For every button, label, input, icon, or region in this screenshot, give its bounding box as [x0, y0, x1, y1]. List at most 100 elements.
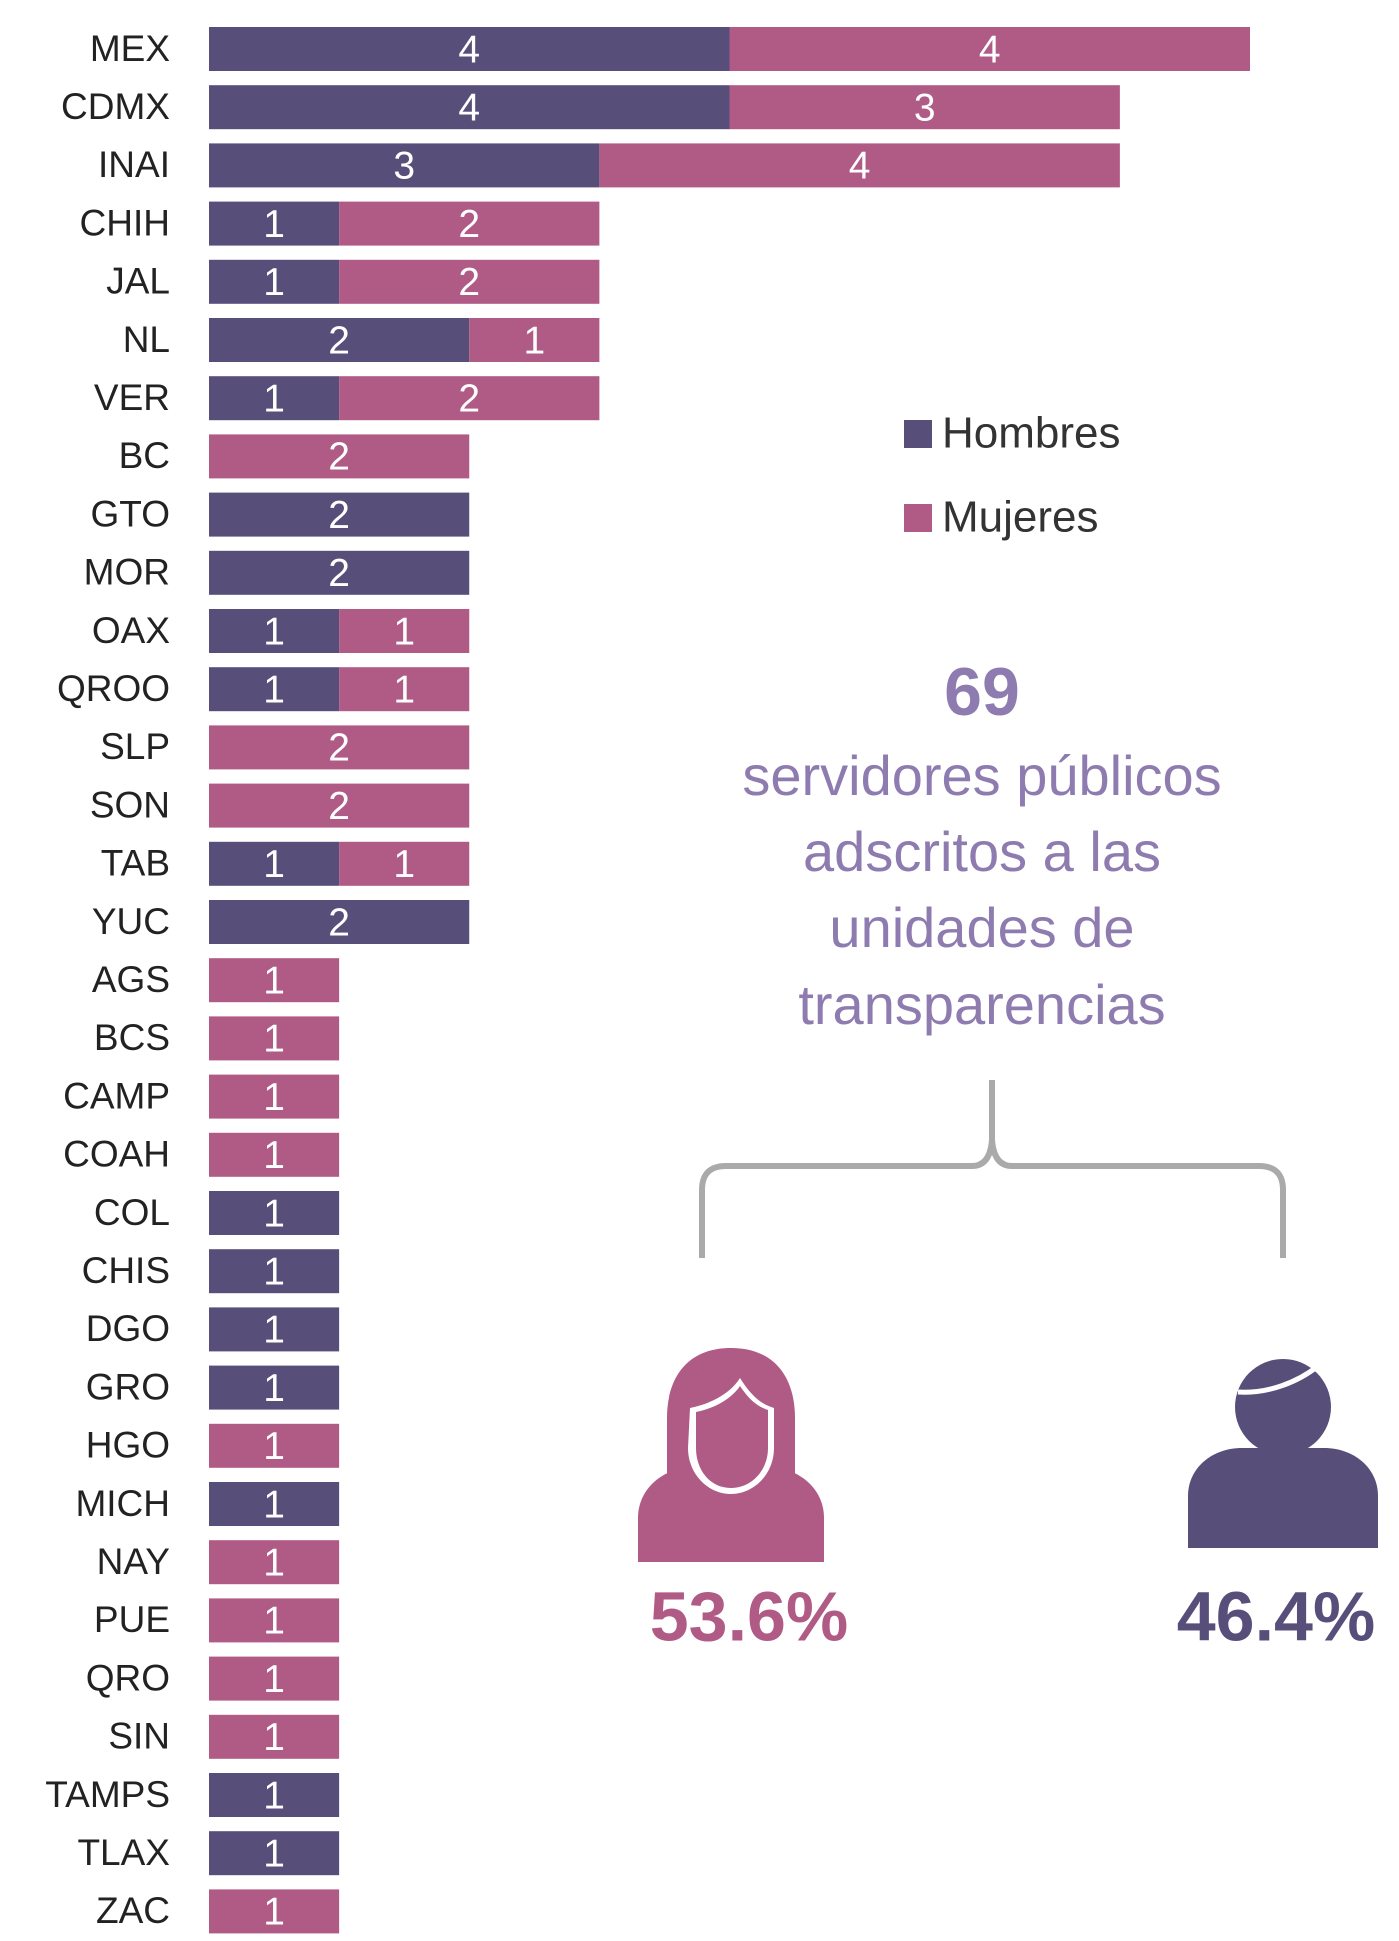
legend-swatch: [904, 504, 932, 532]
value-label: 1: [263, 1483, 285, 1526]
bar-segment: [339, 609, 470, 653]
value-label: 1: [263, 1774, 285, 1817]
value-label: 1: [393, 668, 415, 711]
bar-segment: [339, 667, 470, 712]
bar-segment: [209, 1482, 340, 1526]
legend-swatch: [904, 420, 932, 448]
category-label: COAH: [63, 1134, 170, 1175]
legend-label: Mujeres: [942, 493, 1099, 542]
value-label: 1: [263, 1832, 285, 1875]
category-label: NAY: [97, 1541, 170, 1582]
bar-segment: [209, 434, 470, 479]
description-line: transparencias: [798, 973, 1165, 1036]
value-label: 1: [263, 668, 285, 711]
value-label: 3: [914, 86, 936, 129]
bar-segment: [729, 85, 1120, 130]
category-label: GRO: [86, 1366, 170, 1407]
value-label: 1: [263, 1192, 285, 1235]
value-label: 4: [849, 145, 871, 188]
value-label: 1: [263, 1076, 285, 1119]
bar-segment: [209, 492, 470, 537]
value-label: 2: [328, 319, 350, 362]
bar-segment: [209, 958, 340, 1003]
bar-segment: [209, 900, 470, 944]
value-label: 4: [458, 28, 480, 71]
value-label: 1: [263, 261, 285, 304]
value-label: 1: [263, 1134, 285, 1177]
category-label: SON: [90, 784, 170, 825]
description-line: adscritos a las: [803, 820, 1161, 883]
category-label: MOR: [84, 552, 170, 593]
value-label: 4: [458, 86, 480, 129]
category-label: NL: [123, 319, 170, 360]
category-label: MICH: [75, 1483, 170, 1524]
value-label: 1: [263, 377, 285, 420]
value-label: 1: [263, 1716, 285, 1759]
category-label: JAL: [106, 261, 170, 302]
category-label: ZAC: [96, 1890, 170, 1931]
value-label: 1: [263, 203, 285, 246]
value-label: 2: [328, 785, 350, 828]
bar-segment: [209, 1365, 340, 1410]
value-label: 4: [979, 28, 1001, 71]
bar-segment: [209, 1074, 340, 1119]
value-label: 2: [328, 727, 350, 770]
value-label: 2: [328, 552, 350, 595]
bar-segment: [209, 1249, 340, 1294]
bar-segment: [209, 1773, 340, 1817]
category-label: TAMPS: [45, 1774, 170, 1815]
value-label: 1: [393, 610, 415, 653]
bar-segment: [339, 259, 600, 304]
value-label: 2: [458, 377, 480, 420]
bar-segment: [599, 143, 1120, 188]
value-label: 1: [263, 1891, 285, 1934]
value-label: 1: [263, 959, 285, 1002]
value-label: 3: [393, 145, 415, 188]
category-label: TAB: [101, 843, 170, 884]
description-line: unidades de: [829, 896, 1134, 959]
category-label: BC: [119, 435, 170, 476]
bar-segment: [209, 1016, 340, 1061]
bar-segment: [209, 1598, 340, 1643]
value-label: 1: [263, 1367, 285, 1410]
category-label: SIN: [108, 1716, 170, 1757]
bar-segment: [209, 1714, 340, 1759]
bar-segment: [729, 27, 1250, 71]
women-share: 53.6%: [650, 1577, 848, 1655]
category-label: QRO: [86, 1657, 170, 1698]
category-label: OAX: [92, 610, 170, 651]
bar-segment: [209, 783, 470, 828]
category-label: COL: [94, 1192, 170, 1233]
total-label: 69: [944, 654, 1020, 730]
bar-segment: [209, 1656, 340, 1701]
value-label: 1: [263, 1425, 285, 1468]
value-label: 1: [263, 843, 285, 886]
value-label: 1: [263, 1250, 285, 1293]
bar-segment: [209, 318, 470, 362]
value-label: 1: [523, 319, 545, 362]
bar-segment: [339, 201, 600, 246]
category-label: CHIS: [82, 1250, 170, 1291]
value-label: 1: [263, 1309, 285, 1352]
value-label: 1: [263, 610, 285, 653]
value-label: 2: [328, 436, 350, 479]
value-label: 2: [328, 494, 350, 537]
bar-segment: [209, 609, 340, 653]
category-label: GTO: [91, 493, 171, 534]
category-label: QROO: [57, 668, 170, 709]
legend-label: Hombres: [942, 409, 1121, 458]
bar-segment: [209, 550, 470, 595]
category-label: HGO: [86, 1425, 170, 1466]
category-label: CAMP: [63, 1075, 170, 1116]
bar-segment: [209, 1423, 340, 1468]
description-line: servidores públicos: [742, 744, 1221, 807]
bar-segment: [209, 841, 340, 886]
category-label: YUC: [92, 901, 170, 942]
bar-segment: [209, 85, 730, 130]
bar-segment: [209, 376, 340, 421]
category-label: TLAX: [77, 1832, 170, 1873]
category-label: CHIH: [80, 202, 170, 243]
value-label: 2: [458, 203, 480, 246]
category-label: PUE: [94, 1599, 170, 1640]
